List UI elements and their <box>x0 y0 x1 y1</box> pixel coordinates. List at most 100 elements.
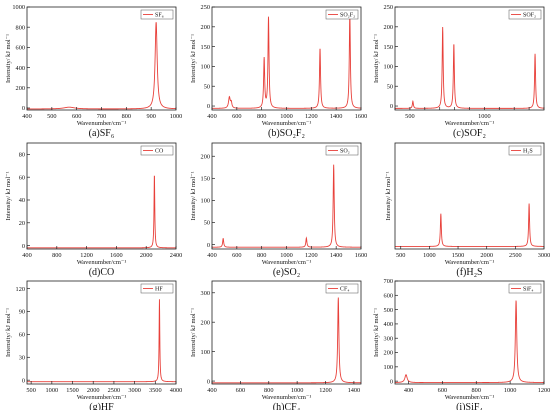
panel-caption: (g)HF <box>89 402 114 410</box>
panel-caption: (h)CF₄ <box>273 402 301 410</box>
x-tick-label: 3000 <box>128 387 141 394</box>
x-axis-label: Wavenumber/cm⁻¹ <box>445 259 495 266</box>
x-tick-label: 1200 <box>319 387 332 394</box>
x-tick-label: 1200 <box>538 387 550 394</box>
y-tick-label: 200 <box>201 319 210 326</box>
x-tick-label: 600 <box>236 387 245 394</box>
x-axis-label: Wavenumber/cm⁻¹ <box>445 394 495 401</box>
x-tick-label: 3500 <box>149 387 162 394</box>
x-tick-label: 1200 <box>80 252 93 259</box>
spectrum-line <box>394 300 544 383</box>
legend-label: CF₄ <box>340 287 349 293</box>
y-tick-label: 300 <box>201 290 210 297</box>
x-tick-label: 1000 <box>478 113 491 120</box>
y-tick-label: 200 <box>16 85 25 92</box>
x-tick-label: 1000 <box>46 387 59 394</box>
x-tick-label: 800 <box>257 113 266 120</box>
x-tick-label: 2000 <box>140 252 153 259</box>
plot-frame <box>211 280 362 385</box>
y-tick-label: 700 <box>384 278 393 285</box>
y-axis-label: Intensity/ kJ mol⁻¹ <box>5 34 12 83</box>
y-tick-label: 100 <box>201 198 210 205</box>
panel-f: 500 1000 1500 2000 2500 3000 Wavenumber/cm⁻¹ In… <box>385 142 550 278</box>
x-tick-label: 1400 <box>348 387 361 394</box>
x-tick-label: 600 <box>232 252 241 259</box>
panel-b: 400 600 800 1000 1200 1400 1600 0 50 100 150 200 250… <box>190 4 367 139</box>
y-tick-label: 250 <box>384 4 393 11</box>
x-tick-label: 2500 <box>108 387 121 394</box>
y-tick-label: 0 <box>390 103 393 110</box>
x-tick-label: 500 <box>396 252 405 259</box>
x-tick-label: 1200 <box>305 252 318 259</box>
x-tick-label: 500 <box>47 113 56 120</box>
x-tick-label: 1500 <box>66 387 79 394</box>
x-tick-label: 600 <box>438 387 447 394</box>
x-axis-label: Wavenumber/cm⁻¹ <box>77 394 127 401</box>
y-tick-label: 800 <box>16 24 25 31</box>
legend-box <box>508 283 542 294</box>
y-tick-label: 40 <box>19 197 25 204</box>
y-tick-label: 0 <box>22 377 25 384</box>
y-axis-label: Intensity/ kJ mol⁻¹ <box>190 171 197 220</box>
x-axis-label: Wavenumber/cm⁻¹ <box>262 259 312 266</box>
legend-box <box>508 145 542 156</box>
x-tick-label: 2400 <box>170 252 183 259</box>
x-tick-label: 1000 <box>423 252 436 259</box>
y-tick-label: 150 <box>384 44 393 51</box>
plot-frame <box>26 280 177 385</box>
legend-label: SO₂F₂ <box>340 13 355 19</box>
panel-a: 400 500 600 700 800 900 1000 0 200 400 600 800 1000 W… <box>5 4 182 139</box>
x-tick-label: 2000 <box>87 387 100 394</box>
plot-frame <box>26 142 177 250</box>
x-tick-label: 2500 <box>509 252 522 259</box>
legend-box <box>325 9 359 20</box>
spectrum-line <box>395 203 544 247</box>
x-tick-label: 1400 <box>330 252 343 259</box>
x-tick-label: 800 <box>257 252 266 259</box>
y-tick-label: 80 <box>19 152 25 159</box>
x-tick-label: 400 <box>207 113 216 120</box>
panel-e: 400 600 800 1000 1200 1400 1600 0 50 100 150 200 Wav… <box>190 142 367 278</box>
x-tick-label: 500 <box>26 387 35 394</box>
legend-label: H₂S <box>523 149 533 155</box>
panel-i: 400 600 800 1000 1200 0 100 200 300 400 500 600 700 W… <box>373 278 550 410</box>
y-tick-label: 600 <box>16 45 25 52</box>
y-tick-label: 0 <box>22 105 25 112</box>
x-tick-label: 1000 <box>291 387 304 394</box>
legend-box <box>140 9 174 20</box>
x-tick-label: 600 <box>72 113 81 120</box>
plot-frame <box>394 280 545 385</box>
plot-frame <box>211 142 362 250</box>
y-tick-label: 20 <box>19 220 25 227</box>
y-axis-label: Intensity/ kJ mol⁻¹ <box>5 171 12 220</box>
y-tick-label: 500 <box>384 307 393 314</box>
panel-caption: (e)SO₂ <box>273 267 300 278</box>
plot-frame <box>394 6 545 111</box>
y-tick-label: 200 <box>384 24 393 31</box>
y-tick-label: 0 <box>207 103 210 110</box>
x-tick-label: 800 <box>472 387 481 394</box>
panel-c: 500 1000 0 50 100 150 200 250 Wavenumber/cm⁻¹ Int… <box>373 4 545 139</box>
legend-label: SOF₂ <box>523 13 536 19</box>
y-tick-label: 60 <box>19 174 25 181</box>
x-tick-label: 600 <box>232 113 241 120</box>
panel-h: 400 600 800 1000 1200 1400 0 100 200 300 Wavenumbe… <box>190 280 362 410</box>
y-tick-label: 0 <box>390 378 393 385</box>
y-tick-label: 200 <box>384 350 393 357</box>
x-tick-label: 2000 <box>480 252 493 259</box>
y-axis-label: Intensity/ kJ mol⁻¹ <box>190 308 197 357</box>
panel-caption: (a)SF₆ <box>89 128 115 139</box>
y-tick-label: 200 <box>201 24 210 31</box>
y-tick-label: 0 <box>22 243 25 250</box>
x-tick-label: 400 <box>207 252 216 259</box>
y-tick-label: 150 <box>201 176 210 183</box>
panel-caption: (b)SO₂F₂ <box>268 128 305 139</box>
y-tick-label: 100 <box>384 364 393 371</box>
x-tick-label: 4000 <box>170 387 183 394</box>
spectrum-line <box>27 175 176 249</box>
x-tick-label: 700 <box>97 113 106 120</box>
x-tick-label: 400 <box>207 387 216 394</box>
y-axis-label: Intensity/ kJ mol⁻¹ <box>373 308 380 357</box>
x-tick-label: 1500 <box>452 252 465 259</box>
